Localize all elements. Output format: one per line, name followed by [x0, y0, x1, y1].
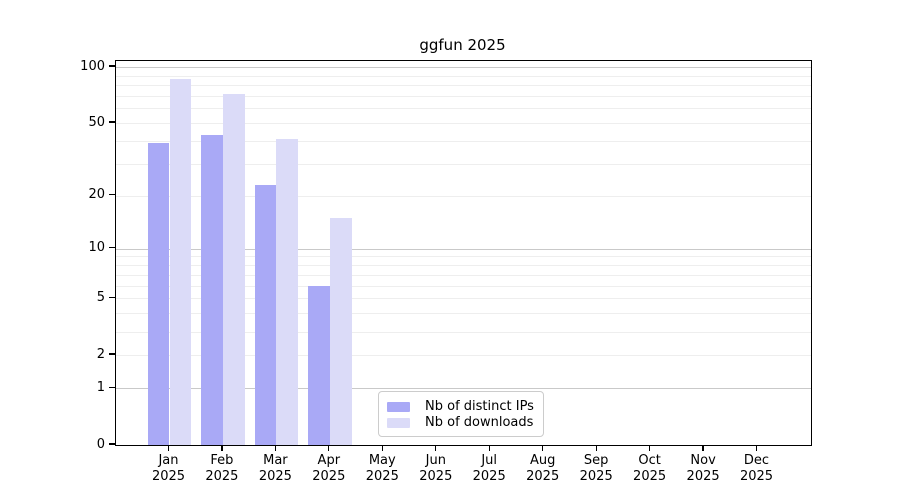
x-tick: [274, 445, 277, 452]
y-tick-label: 10: [88, 240, 105, 256]
x-tick-label: Oct 2025: [633, 453, 667, 484]
legend-item-downloads: Nb of downloads: [387, 415, 534, 430]
legend-label-downloads: Nb of downloads: [425, 415, 534, 430]
gridline-minor: [116, 75, 811, 77]
gridline-minor: [116, 195, 811, 197]
gridline-minor: [116, 285, 811, 287]
gridline-minor: [116, 108, 811, 110]
x-tick: [488, 445, 490, 452]
gridline-minor: [116, 313, 811, 315]
gridline-minor: [116, 256, 811, 258]
y-tick-label: 2: [96, 346, 105, 362]
x-tick: [755, 445, 758, 452]
bar-ips-feb: [201, 135, 223, 445]
x-tick-label: Nov 2025: [686, 453, 720, 484]
y-tick: [109, 353, 115, 355]
y-tick: [109, 296, 115, 298]
x-tick: [167, 445, 170, 452]
gridline-minor: [116, 331, 811, 333]
gridline-major: [116, 388, 811, 390]
y-tick: [109, 443, 115, 445]
legend-item-distinct-ips: Nb of distinct IPs: [387, 399, 534, 414]
y-tick: [109, 246, 115, 249]
y-tick: [109, 121, 115, 123]
bar-downloads-mar: [276, 138, 299, 445]
bar-downloads-jan: [169, 79, 192, 445]
x-tick-label: Jun 2025: [419, 453, 453, 484]
legend: Nb of distinct IPs Nb of downloads: [378, 391, 544, 437]
legend-swatch-distinct-ips: [387, 401, 410, 412]
y-tick-label: 100: [80, 58, 105, 74]
x-tick: [435, 445, 437, 452]
gridline-minor: [116, 123, 811, 124]
legend-label-distinct-ips: Nb of distinct IPs: [425, 399, 534, 414]
gridline-minor: [116, 163, 811, 165]
y-tick-label: 50: [88, 114, 105, 130]
gridline-minor: [116, 140, 811, 142]
x-tick: [542, 445, 544, 452]
x-tick-label: Dec 2025: [739, 453, 774, 484]
x-tick: [381, 445, 383, 452]
x-tick-label: Apr 2025: [312, 453, 346, 484]
bar-downloads-feb: [222, 93, 245, 445]
gridline-minor: [116, 95, 811, 97]
y-tick-label: 5: [96, 289, 105, 305]
gridline-minor: [116, 85, 811, 87]
y-tick: [109, 386, 115, 388]
y-tick-label: 20: [88, 187, 105, 203]
x-tick: [702, 445, 704, 452]
x-tick: [648, 445, 651, 452]
chart-title: ggfun 2025: [419, 36, 506, 54]
bar-ips-mar: [254, 184, 277, 445]
x-tick: [328, 445, 330, 452]
x-tick-label: Jul 2025: [472, 453, 506, 484]
x-tick-label: May 2025: [365, 453, 399, 484]
y-tick: [109, 193, 115, 196]
x-tick-label: Aug 2025: [526, 453, 560, 484]
x-tick: [221, 445, 223, 452]
bar-downloads-apr: [329, 217, 352, 445]
x-tick: [595, 445, 597, 452]
y-tick-label: 1: [96, 379, 105, 395]
gridline-minor: [116, 355, 811, 356]
plot-area: [115, 60, 812, 446]
gridline-major: [116, 67, 811, 68]
bar-ips-apr: [308, 285, 330, 445]
gridline-minor: [116, 265, 811, 266]
gridline-minor: [116, 274, 811, 276]
x-tick-label: Jan 2025: [151, 453, 186, 484]
x-tick-label: Sep 2025: [579, 453, 613, 484]
y-tick-label: 0: [96, 436, 105, 452]
y-tick: [109, 65, 115, 67]
gridline-minor: [116, 298, 811, 300]
x-tick-label: Mar 2025: [258, 453, 292, 484]
bar-ips-jan: [147, 142, 170, 445]
x-tick-label: Feb 2025: [205, 453, 239, 484]
gridline-major: [116, 248, 811, 250]
legend-swatch-downloads: [387, 417, 410, 428]
